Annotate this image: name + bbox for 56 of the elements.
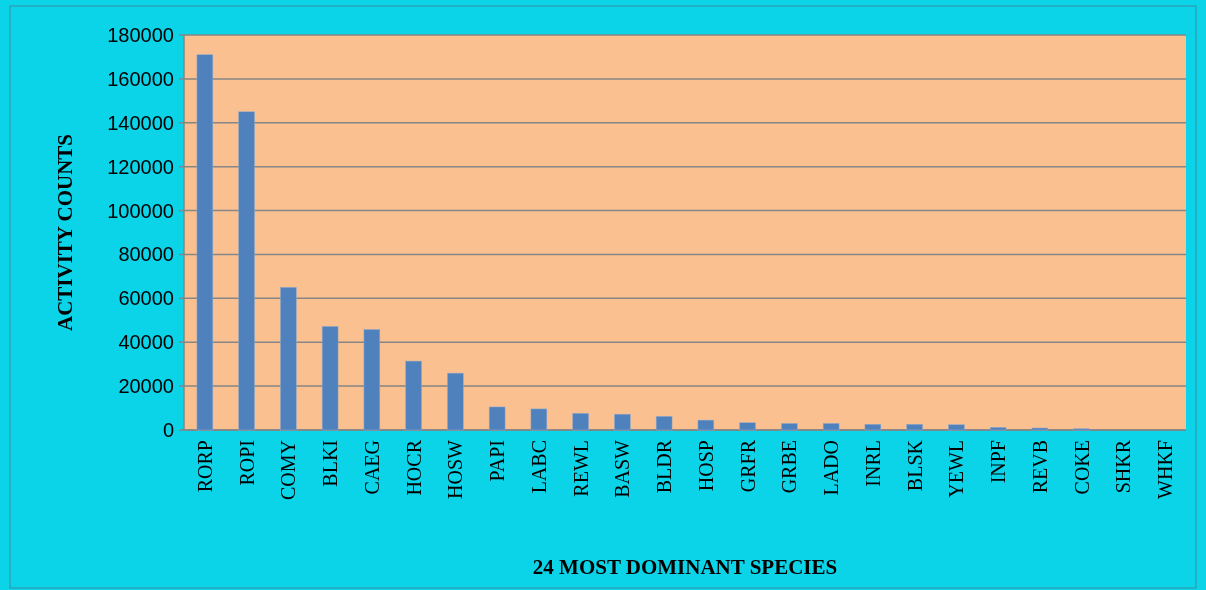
bar	[363, 329, 381, 431]
y-tick-label: 120000	[107, 155, 174, 178]
y-tick-label: 100000	[107, 199, 174, 222]
bar	[948, 424, 965, 431]
x-tick-label: LABC	[527, 440, 550, 494]
y-tick-label: 20000	[118, 375, 174, 398]
y-tick-label: 180000	[107, 24, 174, 46]
x-tick-label: LADO	[820, 440, 843, 496]
x-tick-label: PAPI	[486, 440, 509, 482]
bar	[196, 54, 214, 431]
y-tick-label: 80000	[118, 243, 174, 266]
x-tick-label: GRFR	[736, 439, 759, 493]
x-tick-label: COKE	[1070, 440, 1093, 495]
y-tick-label: 160000	[107, 67, 174, 90]
x-tick-label: CAEG	[360, 440, 383, 495]
x-tick-label: COMY	[277, 440, 300, 501]
x-tick-label: INPF	[987, 440, 1010, 484]
x-tick-label: BLSK	[903, 439, 926, 492]
bar	[655, 416, 673, 431]
bar	[530, 408, 548, 431]
bar	[781, 423, 798, 431]
bar	[906, 424, 923, 431]
bar	[321, 326, 339, 431]
x-axis-title: 24 MOST DOMINANT SPECIES	[532, 555, 838, 579]
bar	[989, 427, 1007, 431]
x-tick-label: HOSW	[444, 439, 467, 499]
bar	[864, 424, 882, 431]
x-tick-label: REVB	[1028, 440, 1051, 494]
x-tick-label: SHKR	[1112, 439, 1135, 494]
bar	[405, 360, 422, 431]
x-tick-label: ROPI	[235, 440, 258, 486]
x-tick-label: HOSP	[694, 440, 717, 492]
y-tick-label: 140000	[107, 111, 174, 134]
bar	[822, 423, 840, 431]
x-tick-label: YEWL	[945, 440, 968, 498]
bar	[739, 422, 756, 431]
x-tick-label: INRL	[861, 440, 884, 487]
x-tick-label: RORP	[193, 440, 216, 493]
y-axis-title: ACTIVITY COUNTS	[53, 133, 77, 332]
y-tick-label: 60000	[118, 287, 174, 310]
bar	[280, 287, 297, 431]
x-tick-label: BASW	[611, 439, 634, 498]
bar	[447, 372, 464, 431]
y-tick-label: 40000	[118, 331, 174, 354]
x-tick-label: BLDR	[653, 439, 676, 494]
bar	[697, 419, 715, 431]
bar	[238, 111, 255, 431]
bar	[614, 413, 631, 431]
x-tick-label: BLKI	[319, 440, 342, 487]
x-tick-label: WHKF	[1154, 440, 1177, 499]
bar	[488, 406, 506, 431]
x-tick-label: REWL	[569, 440, 592, 497]
x-tick-label: HOCR	[402, 439, 425, 496]
bar	[572, 413, 589, 431]
y-tick-label: 0	[162, 419, 174, 441]
x-tick-label: GRBE	[778, 440, 801, 494]
